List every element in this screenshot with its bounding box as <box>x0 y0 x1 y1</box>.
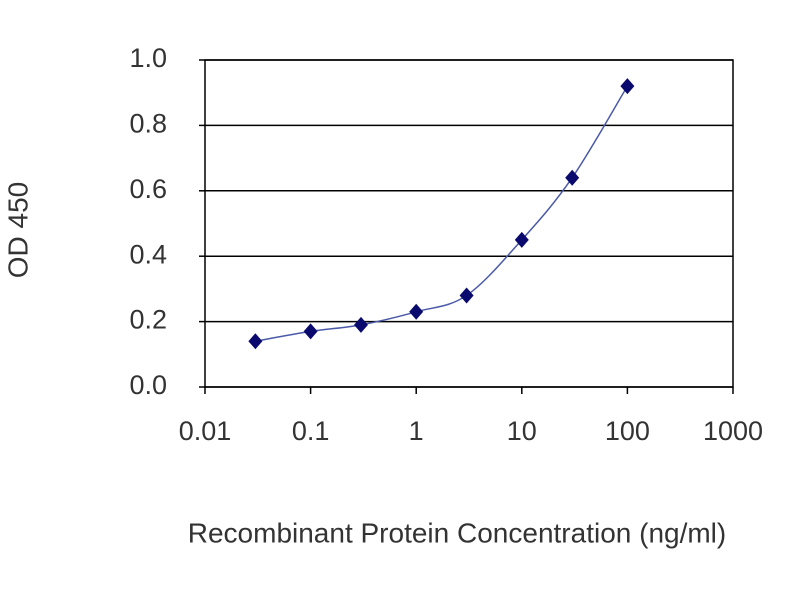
data-point <box>459 287 474 304</box>
plot-area <box>204 59 734 388</box>
data-point <box>565 169 580 186</box>
data-point <box>620 78 635 95</box>
data-point <box>353 316 368 333</box>
x-tick-label: 0.01 <box>179 416 232 446</box>
y-tick-label: 0.4 <box>129 239 167 269</box>
x-tick-label: 1 <box>409 416 424 446</box>
data-point <box>409 303 424 320</box>
data-point <box>514 231 529 248</box>
x-axis-label: Recombinant Protein Concentration (ng/ml… <box>188 517 726 548</box>
y-tick-label: 0.8 <box>129 109 167 139</box>
y-tick-label: 0.6 <box>129 174 167 204</box>
data-point <box>303 323 318 340</box>
x-tick-label: 1000 <box>703 416 763 446</box>
y-tick-label: 0.2 <box>129 305 167 335</box>
y-tick-label: 0.0 <box>129 370 167 400</box>
x-tick-label: 10 <box>507 416 537 446</box>
y-axis-label: OD 450 <box>2 182 33 279</box>
x-tick-label: 0.1 <box>292 416 330 446</box>
data-point <box>248 333 263 350</box>
x-tick-label: 100 <box>605 416 650 446</box>
y-tick-label: 1.0 <box>129 43 167 73</box>
